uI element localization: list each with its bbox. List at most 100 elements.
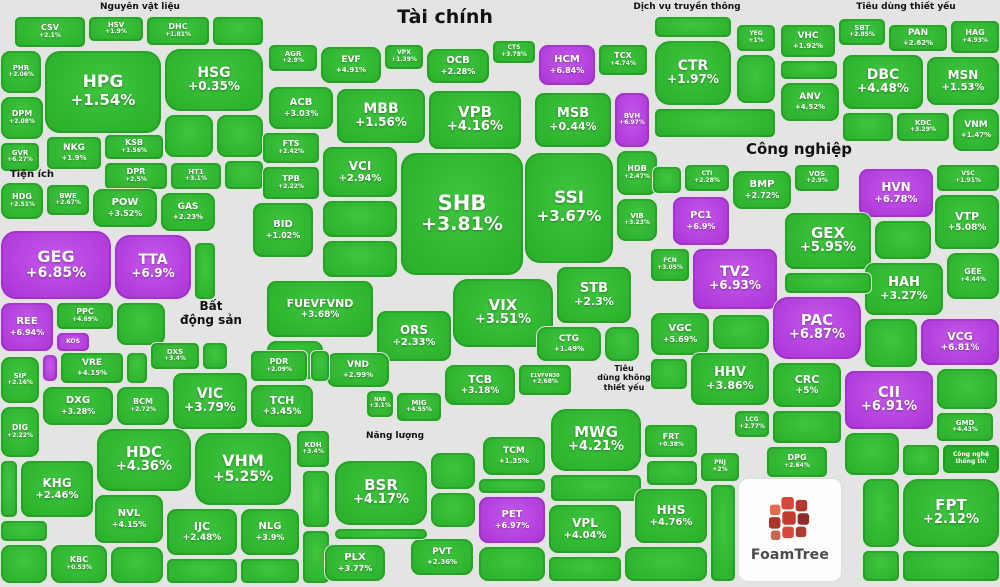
cell-bcm[interactable]: BCM +2.72%: [116, 386, 170, 426]
cell-unlabeled[interactable]: [116, 302, 166, 346]
cell-unlabeled[interactable]: [478, 546, 546, 582]
cell-hhv[interactable]: HHV +3.86%: [690, 352, 770, 406]
cell-gex[interactable]: GEX +5.95%: [784, 212, 872, 270]
cell-gas[interactable]: GAS +2.23%: [160, 192, 216, 232]
cell-ors[interactable]: ORS +2.33%: [376, 310, 452, 362]
cell-kdc[interactable]: KDC +3.29%: [896, 112, 950, 142]
cell-unlabeled[interactable]: [334, 528, 428, 540]
cell-hhs[interactable]: HHS +4.76%: [634, 488, 708, 544]
cell-phr[interactable]: PHR +2.06%: [0, 50, 42, 94]
cell-mwg[interactable]: MWG +4.21%: [550, 408, 642, 472]
cell-unlabeled[interactable]: [0, 520, 48, 542]
cell-unlabeled[interactable]: [902, 550, 1000, 582]
cell-unlabeled[interactable]: [216, 114, 264, 158]
cell-sbt[interactable]: SBT +2.85%: [838, 18, 886, 46]
cell-tv2[interactable]: TV2 +6.93%: [692, 248, 778, 310]
cell-ctr[interactable]: CTR +1.97%: [654, 40, 732, 106]
cell-pet[interactable]: PET +6.97%: [478, 496, 546, 544]
cell-unlabeled[interactable]: [0, 544, 48, 584]
cell-vci[interactable]: VCI +2.94%: [322, 146, 398, 198]
cell-dbc[interactable]: DBC +4.48%: [842, 54, 924, 110]
cell-vnm[interactable]: VNM +1.47%: [952, 108, 1000, 152]
cell-hdc[interactable]: HDC +4.36%: [96, 428, 192, 492]
cell-hdb[interactable]: HDB +2.47%: [616, 150, 658, 196]
cell-unlabeled[interactable]: [862, 550, 900, 582]
cell-unlabeled[interactable]: [224, 160, 264, 190]
cell-pdr[interactable]: PDR +2.09%: [250, 350, 308, 382]
cell-dpm[interactable]: DPM +2.08%: [0, 96, 44, 140]
cell-unlabeled[interactable]: [202, 342, 228, 370]
cell-tta[interactable]: TTA +6.9%: [114, 234, 192, 300]
cell-tch[interactable]: TCH +3.45%: [250, 384, 314, 428]
cell-hag[interactable]: HAG +4.93%: [950, 20, 1000, 54]
cell-ctg[interactable]: CTG +1.49%: [536, 326, 602, 362]
cell-sip[interactable]: SIP +2.16%: [0, 356, 40, 404]
cell-unlabeled[interactable]: [604, 326, 640, 362]
cell-bmp[interactable]: BMP +2.72%: [732, 170, 792, 210]
cell-pvt[interactable]: PVT +2.36%: [410, 538, 474, 576]
cell-bvh[interactable]: BVH +6.97%: [614, 92, 650, 148]
cell-pnj[interactable]: PNJ +2%: [700, 452, 740, 482]
cell-fuevfvnd[interactable]: FUEVFVND +3.68%: [266, 280, 374, 338]
cell-ht1[interactable]: HT1 +3.1%: [170, 162, 222, 190]
cell-unlabeled[interactable]: [652, 166, 682, 194]
cell-unlabeled[interactable]: [654, 108, 776, 138]
cell-vic[interactable]: VIC +3.79%: [172, 372, 248, 430]
cell-hdg[interactable]: HDG +2.51%: [0, 182, 44, 220]
cell-unlabeled[interactable]: [936, 368, 998, 410]
cell-unlabeled[interactable]: [712, 314, 770, 350]
cell-unlabeled[interactable]: [784, 272, 872, 294]
cell-unlabeled[interactable]: [322, 240, 398, 278]
cell-pan[interactable]: PAN +2.62%: [888, 24, 948, 52]
cell-unlabeled[interactable]: [650, 358, 688, 390]
cell-cii[interactable]: CII +6.91%: [844, 370, 934, 430]
cell-dpg[interactable]: DPG +2.64%: [766, 446, 828, 478]
cell-vnd[interactable]: VND +2.99%: [326, 352, 390, 388]
cell-bid[interactable]: BID +1.02%: [252, 202, 314, 258]
cell-evf[interactable]: EVF +4.91%: [320, 46, 382, 84]
cell-kbc[interactable]: KBC +0.53%: [50, 544, 108, 584]
cell-fpt[interactable]: FPT +2.12%: [902, 478, 1000, 548]
cell-unlabeled[interactable]: [110, 546, 164, 584]
cell-hcm[interactable]: HCM +6.84%: [538, 44, 596, 86]
cell-hsg[interactable]: HSG +0.35%: [164, 48, 264, 112]
cell-gmd[interactable]: GMD +4.43%: [936, 412, 994, 442]
cell-cti[interactable]: CTI +2.28%: [684, 164, 730, 192]
cell-unlabeled[interactable]: [844, 432, 900, 476]
cell-unlabeled[interactable]: [772, 410, 842, 444]
cell-mig[interactable]: MIG +4.55%: [396, 392, 442, 422]
cell-unlabeled[interactable]: [780, 60, 838, 80]
cell-unlabeled[interactable]: [736, 54, 776, 104]
cell-nvl[interactable]: NVL +4.15%: [94, 494, 164, 544]
cell-vos[interactable]: VOS +2.9%: [794, 164, 840, 192]
cell-unlabeled[interactable]: [478, 478, 546, 494]
cell-vpb[interactable]: VPB +4.16%: [428, 90, 522, 150]
cell-fcn[interactable]: FCN +3.05%: [650, 248, 690, 282]
cell-unlabeled[interactable]: [322, 200, 398, 238]
cell-unlabeled[interactable]: [862, 478, 900, 548]
cell-e1vfvn30[interactable]: E1VFVN30 +2.68%: [518, 364, 572, 396]
cell-nab[interactable]: NAB +3.1%: [366, 390, 394, 418]
cell-yeg[interactable]: YEG +1%: [736, 24, 776, 52]
cell-tcx[interactable]: TCX +4.74%: [598, 44, 648, 76]
cell-ijc[interactable]: IJC +2.48%: [166, 508, 238, 556]
cell-kos[interactable]: KOS: [56, 332, 90, 352]
cell-dpr[interactable]: DPR +2.5%: [104, 162, 168, 190]
cell-acb[interactable]: ACB +3.03%: [268, 86, 334, 130]
cell-tcb[interactable]: TCB +3.18%: [444, 364, 516, 406]
cell-unlabeled[interactable]: [430, 492, 476, 528]
cell-ksb[interactable]: KSB +1.56%: [104, 134, 164, 160]
foamtree-attribution[interactable]: FoamTree: [738, 478, 842, 582]
cell-dhc[interactable]: DHC +1.81%: [146, 16, 210, 46]
cell-ssi[interactable]: SSI +3.67%: [524, 152, 614, 264]
cell-tpb[interactable]: TPB +2.22%: [262, 166, 320, 200]
cell-lcg[interactable]: LCG +2.77%: [734, 410, 770, 438]
cell-frt[interactable]: FRT +0.38%: [644, 424, 698, 458]
cell-kdh[interactable]: KDH +3.4%: [296, 430, 330, 468]
cell-unlabeled[interactable]: [874, 220, 932, 260]
cell-unlabeled[interactable]: [654, 16, 732, 38]
cell-csv[interactable]: CSV +2.1%: [14, 16, 86, 48]
cell-msb[interactable]: MSB +0.44%: [534, 92, 612, 148]
cell-gvr[interactable]: GVR +6.27%: [0, 142, 40, 172]
cell-plx[interactable]: PLX +3.77%: [324, 544, 386, 582]
